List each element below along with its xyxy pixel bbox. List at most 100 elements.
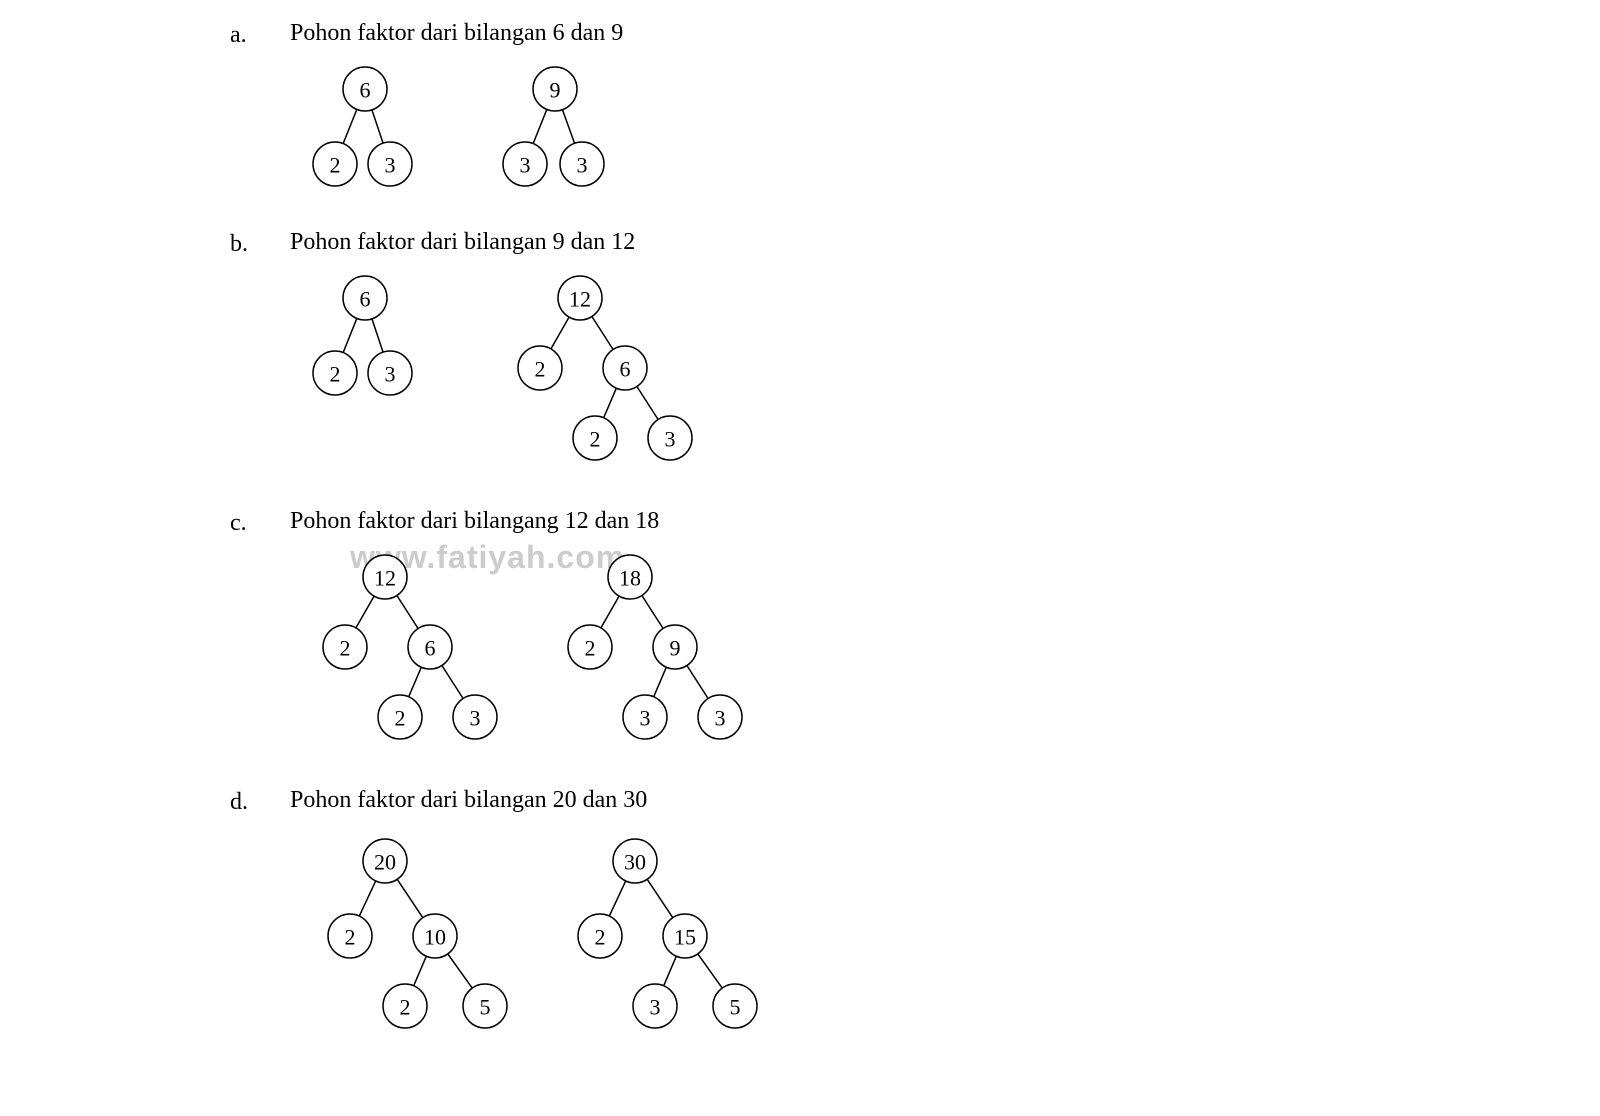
tree-node: 9 (653, 625, 697, 669)
node-value: 18 (619, 566, 641, 591)
tree-edge (601, 596, 619, 628)
node-value: 12 (374, 566, 396, 591)
node-value: 3 (520, 153, 531, 178)
tree-node: 12 (363, 555, 407, 599)
tree-node: 3 (368, 142, 412, 186)
section-content: Pohon faktor dari bilangan 20 dan 30 20 2 1… (290, 787, 1600, 1041)
section-c: c.Pohon faktor dari bilangang 12 dan 18w… (230, 508, 1600, 757)
tree-edge (356, 596, 374, 628)
tree-edge (551, 317, 569, 349)
node-value: 6 (360, 78, 371, 103)
tree-edge (372, 319, 383, 352)
tree-node: 6 (603, 346, 647, 390)
tree-node: 12 (558, 276, 602, 320)
tree-node: 2 (573, 416, 617, 460)
node-value: 30 (624, 850, 646, 875)
tree-node: 2 (378, 695, 422, 739)
tree-node: 15 (663, 914, 707, 958)
tree-node: 18 (608, 555, 652, 599)
tree-edge (372, 110, 383, 143)
section-content: Pohon faktor dari bilangan 6 dan 9623933 (290, 20, 1600, 199)
factor-tree-svg: 6 2 3 9 3 3 (290, 59, 710, 199)
tree-node: 2 (313, 351, 357, 395)
node-value: 3 (640, 706, 651, 731)
tree-edge (397, 596, 418, 629)
node-value: 2 (535, 357, 546, 382)
node-value: 2 (345, 925, 356, 950)
node-value: 12 (569, 287, 591, 312)
tree-node: 3 (560, 142, 604, 186)
tree-edge (592, 317, 613, 350)
node-value: 3 (715, 706, 726, 731)
tree-node: 3 (623, 695, 667, 739)
section-title: Pohon faktor dari bilangan 20 dan 30 (290, 787, 1600, 814)
tree-edge (664, 956, 677, 986)
section-content: Pohon faktor dari bilangan 9 dan 12 6 2 3 12… (290, 229, 1600, 478)
trees-row: 6 2 3 9 3 3 (290, 59, 1600, 199)
tree-node: 9 (533, 67, 577, 111)
tree-edge (562, 110, 574, 144)
trees-row: www.fatiyah.com122623182933 (290, 547, 1600, 757)
tree-edge (533, 109, 547, 143)
tree-node: 6 (408, 625, 452, 669)
node-value: 2 (585, 636, 596, 661)
node-value: 3 (385, 153, 396, 178)
node-value: 6 (425, 636, 436, 661)
factor-tree-svg: 12 2 6 2 3 18 2 9 3 3 (290, 547, 810, 757)
tree-node: 6 (343, 276, 387, 320)
tree-node: 20 (363, 839, 407, 883)
tree-edge (343, 109, 357, 143)
node-value: 15 (674, 925, 696, 950)
node-value: 6 (620, 357, 631, 382)
tree-edge (687, 666, 708, 699)
tree-edge (647, 879, 673, 917)
tree-node: 6 (343, 67, 387, 111)
tree-node: 30 (613, 839, 657, 883)
tree-edge (359, 881, 375, 916)
section-label: d. (230, 787, 290, 816)
tree-edge (343, 318, 357, 352)
section-label: a. (230, 20, 290, 49)
section-label: b. (230, 229, 290, 258)
tree-node: 2 (383, 984, 427, 1028)
node-value: 2 (590, 427, 601, 452)
node-value: 2 (395, 706, 406, 731)
factor-tree-svg: 20 2 10 2 5 30 2 15 3 5 (290, 826, 830, 1041)
node-value: 5 (730, 995, 741, 1020)
tree-node: 3 (453, 695, 497, 739)
tree-node: 3 (698, 695, 742, 739)
node-value: 2 (400, 995, 411, 1020)
tree-node: 5 (713, 984, 757, 1028)
tree-edge (609, 881, 625, 916)
tree-edge (448, 954, 472, 988)
node-value: 6 (360, 287, 371, 312)
tree-edge (698, 954, 722, 988)
node-value: 3 (385, 362, 396, 387)
tree-edge (654, 667, 667, 697)
section-b: b.Pohon faktor dari bilangan 9 dan 12 6 2 3… (230, 229, 1600, 478)
factor-tree-document: a.Pohon faktor dari bilangan 6 dan 96239… (230, 20, 1600, 1041)
tree-edge (409, 667, 422, 697)
node-value: 9 (550, 78, 561, 103)
tree-node: 10 (413, 914, 457, 958)
section-content: Pohon faktor dari bilangang 12 dan 18www… (290, 508, 1600, 757)
section-title: Pohon faktor dari bilangang 12 dan 18 (290, 508, 1600, 535)
node-value: 2 (340, 636, 351, 661)
node-value: 2 (330, 153, 341, 178)
node-value: 5 (480, 995, 491, 1020)
section-title: Pohon faktor dari bilangan 9 dan 12 (290, 229, 1600, 256)
tree-node: 3 (648, 416, 692, 460)
tree-node: 2 (323, 625, 367, 669)
node-value: 2 (595, 925, 606, 950)
node-value: 3 (470, 706, 481, 731)
node-value: 3 (665, 427, 676, 452)
tree-edge (642, 596, 663, 629)
section-d: d.Pohon faktor dari bilangan 20 dan 30 20… (230, 787, 1600, 1041)
tree-node: 2 (313, 142, 357, 186)
tree-edge (397, 879, 423, 917)
tree-node: 3 (368, 351, 412, 395)
tree-node: 3 (633, 984, 677, 1028)
tree-node: 2 (578, 914, 622, 958)
node-value: 20 (374, 850, 396, 875)
tree-edge (442, 666, 463, 699)
